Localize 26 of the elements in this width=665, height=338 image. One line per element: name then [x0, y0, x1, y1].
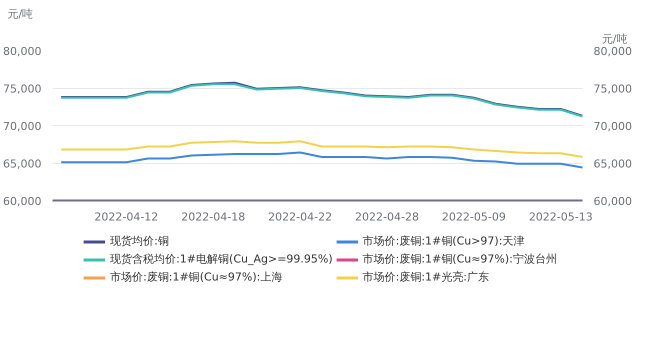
y-tick-label: 65,000	[3, 158, 42, 170]
y2-tick-label: 60,000	[594, 195, 632, 208]
legend-label: 市场价:废铜:1#光亮:广东	[362, 270, 489, 284]
legend-label: 市场价:废铜:1#铜(Cu≈97%):宁波台州	[362, 252, 557, 266]
legend-label: 现货含税均价:1#电解铜(Cu_Ag>=99.95%)	[110, 252, 333, 266]
legend-label: 市场价:废铜:1#铜(Cu>97):天津	[362, 234, 524, 248]
x-tick-label: 2022-04-28	[355, 210, 419, 224]
y-tick-label: 70,000	[3, 120, 42, 133]
y2-axis-title: 元/吨	[602, 32, 628, 46]
legend-label: 市场价:废铜:1#铜(Cu≈97%):上海	[110, 270, 282, 284]
y2-tick-label: 70,000	[594, 120, 632, 133]
x-tick-label: 2022-04-18	[181, 210, 246, 224]
line-series	[60, 140, 582, 158]
x-tick-label: 2022-05-13	[528, 210, 593, 224]
y-tick-label: 80,000	[3, 45, 42, 58]
y-tick-label: 75,000	[3, 82, 42, 96]
y2-tick-label: 65,000	[594, 158, 632, 170]
line-series	[60, 152, 582, 168]
y2-tick-label: 75,000	[594, 82, 632, 96]
x-tick-label: 2022-04-12	[94, 210, 158, 224]
y-axis-title: 元/吨	[8, 8, 34, 20]
legend-label: 现货均价:铜	[110, 234, 169, 248]
y2-tick-label: 80,000	[594, 45, 632, 58]
x-tick-label: 2022-04-22	[268, 210, 332, 224]
y-tick-label: 60,000	[3, 195, 42, 208]
x-tick-label: 2022-05-09	[442, 210, 506, 224]
